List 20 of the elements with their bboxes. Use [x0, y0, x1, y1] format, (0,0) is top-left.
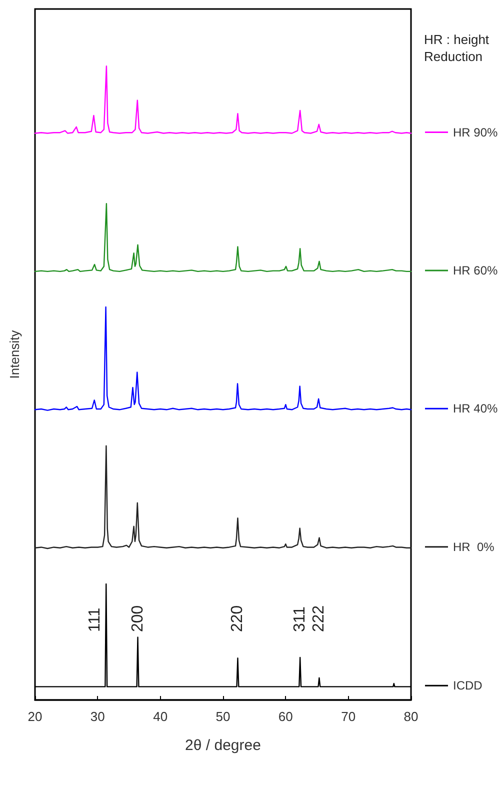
- x-tick-label: 30: [90, 709, 105, 724]
- annotation: 220: [229, 605, 246, 632]
- legend-label: HR 0%: [453, 540, 495, 554]
- x-tick-label: 40: [153, 709, 168, 724]
- legend-title: HR : height Reduction: [424, 32, 493, 64]
- annotation: 111: [86, 608, 104, 632]
- annotation: 222: [310, 605, 328, 632]
- y-axis-title: Intensity: [7, 330, 22, 379]
- legend-label: ICDD: [453, 678, 483, 693]
- annotation: 200: [129, 605, 146, 632]
- annotation: 311: [292, 606, 309, 632]
- legend-label: HR 60%: [453, 263, 498, 278]
- x-axis-title: 2θ / degree: [185, 737, 261, 754]
- x-tick-label: 70: [341, 709, 356, 724]
- legend-label: HR 40%: [453, 402, 498, 416]
- x-tick-label: 80: [404, 709, 418, 724]
- x-tick-label: 50: [216, 709, 230, 724]
- legend-label: HR 90%: [453, 125, 498, 140]
- x-tick-label: 20: [28, 709, 42, 724]
- x-tick-label: 60: [278, 709, 293, 724]
